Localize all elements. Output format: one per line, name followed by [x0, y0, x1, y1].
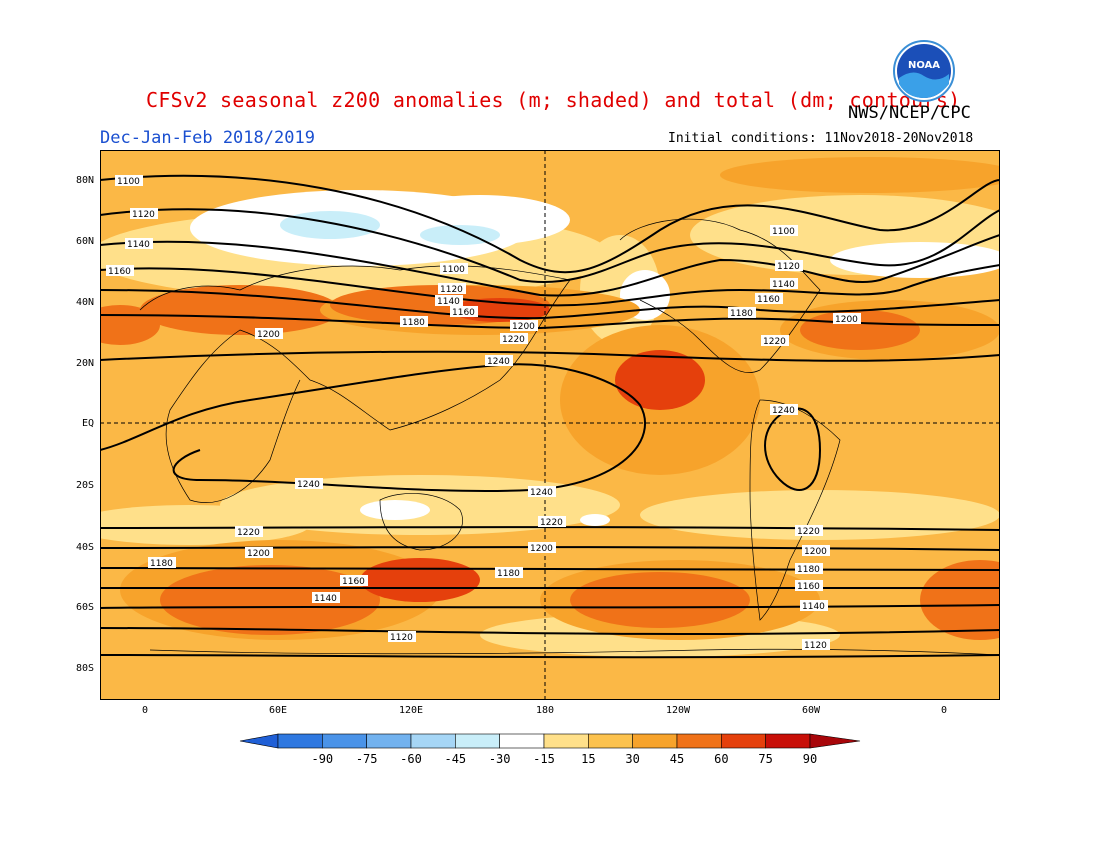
initial-conditions-label: Initial conditions: 11Nov2018-20Nov2018	[668, 131, 974, 146]
svg-text:1200: 1200	[512, 322, 535, 332]
svg-text:1140: 1140	[437, 297, 460, 307]
lat-label-60n: 60N	[75, 236, 94, 247]
colorbar-tick-label: 45	[669, 752, 685, 766]
colorbar-arrow-high	[809, 733, 861, 749]
colorbar-segment	[410, 733, 456, 749]
lon-label-0-east: 0	[940, 705, 948, 716]
svg-text:1220: 1220	[763, 337, 786, 347]
svg-text:1180: 1180	[150, 559, 173, 569]
agency-label: NWS/NCEP/CPC	[848, 103, 971, 123]
lat-label-40n: 40N	[75, 297, 94, 308]
svg-text:1220: 1220	[540, 518, 563, 528]
svg-text:1120: 1120	[804, 641, 827, 651]
svg-text:1160: 1160	[342, 577, 365, 587]
colorbar-tick-label: -60	[400, 752, 422, 766]
colorbar-segment	[543, 733, 589, 749]
svg-text:1180: 1180	[730, 309, 753, 319]
svg-text:1120: 1120	[440, 285, 463, 295]
colorbar-segment	[588, 733, 633, 749]
svg-text:1180: 1180	[797, 565, 820, 575]
lat-label-20s: 20S	[75, 480, 94, 491]
colorbar-segment	[366, 733, 412, 749]
svg-text:1140: 1140	[127, 240, 150, 250]
contour-labels: 1100 1120 1140 1160 1100 1120 1140 1160 …	[106, 175, 861, 651]
svg-text:1240: 1240	[487, 357, 510, 367]
chart-title: CFSv2 seasonal z200 anomalies (m; shaded…	[146, 88, 961, 112]
colorbar-tick-label: -15	[533, 752, 555, 766]
svg-text:1220: 1220	[502, 335, 525, 345]
svg-text:1160: 1160	[797, 582, 820, 592]
colorbar-segment	[277, 733, 323, 749]
svg-text:1140: 1140	[314, 594, 337, 604]
lat-label-eq: EQ	[81, 418, 94, 429]
lon-label-180: 180	[535, 705, 555, 716]
svg-text:1200: 1200	[257, 330, 280, 340]
lon-label-60e: 60E	[268, 705, 288, 716]
svg-text:NOAA: NOAA	[908, 60, 940, 71]
season-label: Dec-Jan-Feb 2018/2019	[100, 128, 315, 148]
svg-text:1220: 1220	[237, 528, 260, 538]
svg-text:1180: 1180	[402, 318, 425, 328]
height-contours	[100, 174, 1000, 659]
lon-label-0: 0	[141, 705, 149, 716]
colorbar-segment	[632, 733, 678, 749]
colorbar-tick-label: 15	[581, 752, 596, 766]
svg-text:1240: 1240	[297, 480, 320, 490]
noaa-logo: NOAA	[893, 40, 955, 102]
lat-label-40s: 40S	[75, 542, 94, 553]
svg-text:1240: 1240	[772, 406, 795, 416]
colorbar-tick-label: -90	[311, 752, 334, 766]
colorbar-segment	[765, 733, 811, 749]
lon-label-120w: 120W	[665, 705, 691, 716]
lat-label-60s: 60S	[75, 602, 94, 613]
svg-text:1100: 1100	[442, 265, 465, 275]
lon-label-120e: 120E	[398, 705, 424, 716]
map-plot: 1100 1120 1140 1160 1100 1120 1140 1160 …	[100, 150, 1000, 700]
coastlines	[139, 218, 1000, 656]
svg-text:1140: 1140	[772, 280, 795, 290]
colorbar-tick-label: -75	[355, 752, 378, 766]
lat-label-80n: 80N	[75, 175, 94, 186]
svg-text:1160: 1160	[757, 295, 780, 305]
colorbar-tick-label: -30	[488, 752, 511, 766]
svg-text:1200: 1200	[530, 544, 553, 554]
svg-text:1100: 1100	[772, 227, 795, 237]
colorbar-segment	[499, 733, 545, 749]
svg-text:1180: 1180	[497, 569, 520, 579]
svg-text:1140: 1140	[802, 602, 825, 612]
colorbar-segment	[322, 733, 367, 749]
lat-label-20n: 20N	[75, 358, 94, 369]
colorbar	[239, 733, 861, 749]
colorbar-segment	[455, 733, 500, 749]
svg-text:1100: 1100	[117, 177, 140, 187]
colorbar-arrow-low	[239, 733, 279, 749]
lat-label-80s: 80S	[75, 663, 94, 674]
colorbar-tick-label: 90	[802, 752, 818, 766]
svg-text:1120: 1120	[777, 262, 800, 272]
svg-text:1200: 1200	[804, 547, 827, 557]
svg-text:1220: 1220	[797, 527, 820, 537]
svg-text:1240: 1240	[530, 488, 553, 498]
svg-text:1200: 1200	[247, 549, 270, 559]
colorbar-tick-label: 30	[625, 752, 640, 766]
colorbar-tick-label: 75	[758, 752, 773, 766]
colorbar-segment	[676, 733, 722, 749]
colorbar-tick-label: 60	[714, 752, 729, 766]
lon-label-60w: 60W	[801, 705, 821, 716]
svg-text:1160: 1160	[108, 267, 131, 277]
map-frame	[100, 150, 1000, 700]
colorbar-segment	[721, 733, 766, 749]
colorbar-tick-label: -45	[444, 752, 467, 766]
svg-text:1160: 1160	[452, 308, 475, 318]
svg-text:1200: 1200	[835, 315, 858, 325]
svg-text:1120: 1120	[390, 633, 413, 643]
svg-text:1120: 1120	[132, 210, 155, 220]
